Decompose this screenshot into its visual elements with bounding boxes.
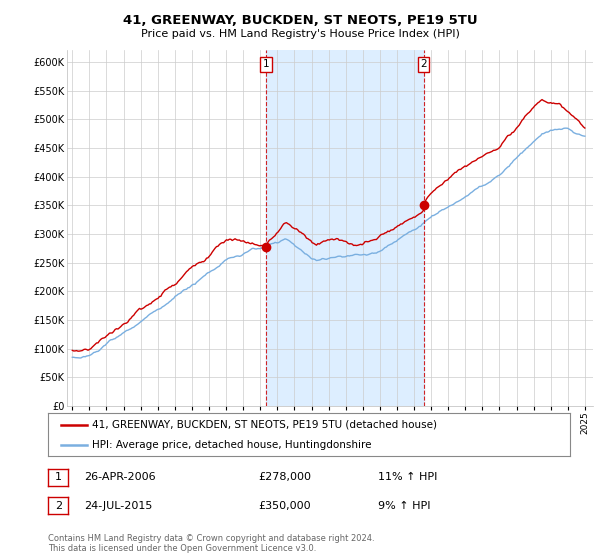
Bar	[266, 50, 424, 406]
Text: 41, GREENWAY, BUCKDEN, ST NEOTS, PE19 5TU (detached house): 41, GREENWAY, BUCKDEN, ST NEOTS, PE19 5T…	[92, 420, 437, 430]
Text: 9% ↑ HPI: 9% ↑ HPI	[378, 501, 431, 511]
Text: 1: 1	[262, 59, 269, 69]
Text: 24-JUL-2015: 24-JUL-2015	[84, 501, 152, 511]
Text: Contains HM Land Registry data © Crown copyright and database right 2024.
This d: Contains HM Land Registry data © Crown c…	[48, 534, 374, 553]
Text: 26-APR-2006: 26-APR-2006	[84, 472, 155, 482]
Text: HPI: Average price, detached house, Huntingdonshire: HPI: Average price, detached house, Hunt…	[92, 440, 372, 450]
Text: £278,000: £278,000	[258, 472, 311, 482]
Text: 2: 2	[55, 501, 62, 511]
Text: 2: 2	[420, 59, 427, 69]
Text: £350,000: £350,000	[258, 501, 311, 511]
Text: 11% ↑ HPI: 11% ↑ HPI	[378, 472, 437, 482]
Text: 1: 1	[55, 472, 62, 482]
Text: 41, GREENWAY, BUCKDEN, ST NEOTS, PE19 5TU: 41, GREENWAY, BUCKDEN, ST NEOTS, PE19 5T…	[122, 14, 478, 27]
Text: Price paid vs. HM Land Registry's House Price Index (HPI): Price paid vs. HM Land Registry's House …	[140, 29, 460, 39]
